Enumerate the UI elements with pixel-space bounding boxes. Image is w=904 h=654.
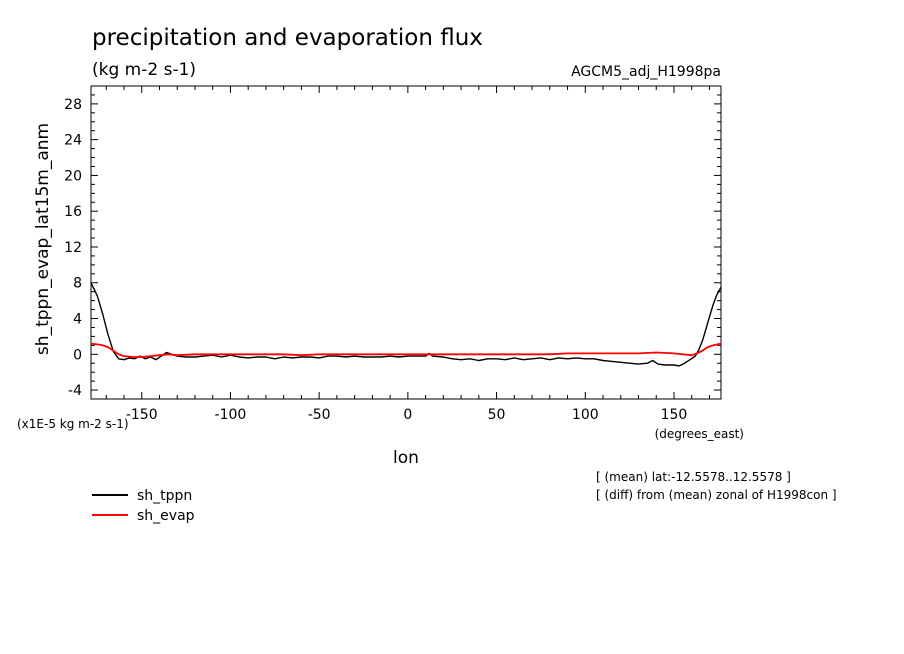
y-scale-label: (x1E-5 kg m-2 s-1) xyxy=(17,417,129,431)
plot-frame xyxy=(90,85,722,400)
y-tick-label: 24 xyxy=(64,133,82,149)
y-tick-label: 28 xyxy=(64,97,82,113)
units-label: (kg m-2 s-1) xyxy=(92,60,196,80)
y-axis-ticks: -4 0 4 8 12 16 20 24 28 xyxy=(64,85,721,400)
x-tick-label: 50 xyxy=(488,407,506,423)
note-lat-range: [ (mean) lat:-12.5578..12.5578 ] xyxy=(596,470,791,484)
x-tick-label: -100 xyxy=(215,407,247,423)
series-line-sh-tppn xyxy=(90,282,722,367)
note-diff: [ (diff) from (mean) zonal of H1998con ] xyxy=(596,488,837,502)
y-tick-label: -4 xyxy=(68,383,82,399)
y-tick-label: 16 xyxy=(64,204,82,220)
model-label: AGCM5_adj_H1998pa xyxy=(571,64,721,80)
series-line-sh-evap xyxy=(90,342,722,358)
legend-label-sh-tppn: sh_tppn xyxy=(137,488,192,504)
x-tick-label: 0 xyxy=(403,407,412,423)
y-axis-label: sh_tppn_evap_lat15m_anm xyxy=(33,123,53,355)
series-layer xyxy=(90,282,722,367)
x-axis-ticks: -150 -100 -50 0 50 100 150 xyxy=(105,86,710,423)
x-axis-label: lon xyxy=(393,448,419,468)
x-tick-label: -150 xyxy=(126,407,158,423)
y-tick-label: 20 xyxy=(64,168,82,184)
legend-label-sh-evap: sh_evap xyxy=(137,508,195,524)
chart-title: precipitation and evaporation flux xyxy=(92,25,483,51)
y-tick-label: 8 xyxy=(73,276,82,292)
y-tick-label: 12 xyxy=(64,240,82,256)
y-tick-label: 4 xyxy=(73,312,82,328)
x-tick-label: -50 xyxy=(308,407,331,423)
x-tick-label: 100 xyxy=(572,407,599,423)
x-tick-label: 150 xyxy=(661,407,688,423)
x-units-label: (degrees_east) xyxy=(655,427,744,441)
y-tick-label: 0 xyxy=(73,347,82,363)
